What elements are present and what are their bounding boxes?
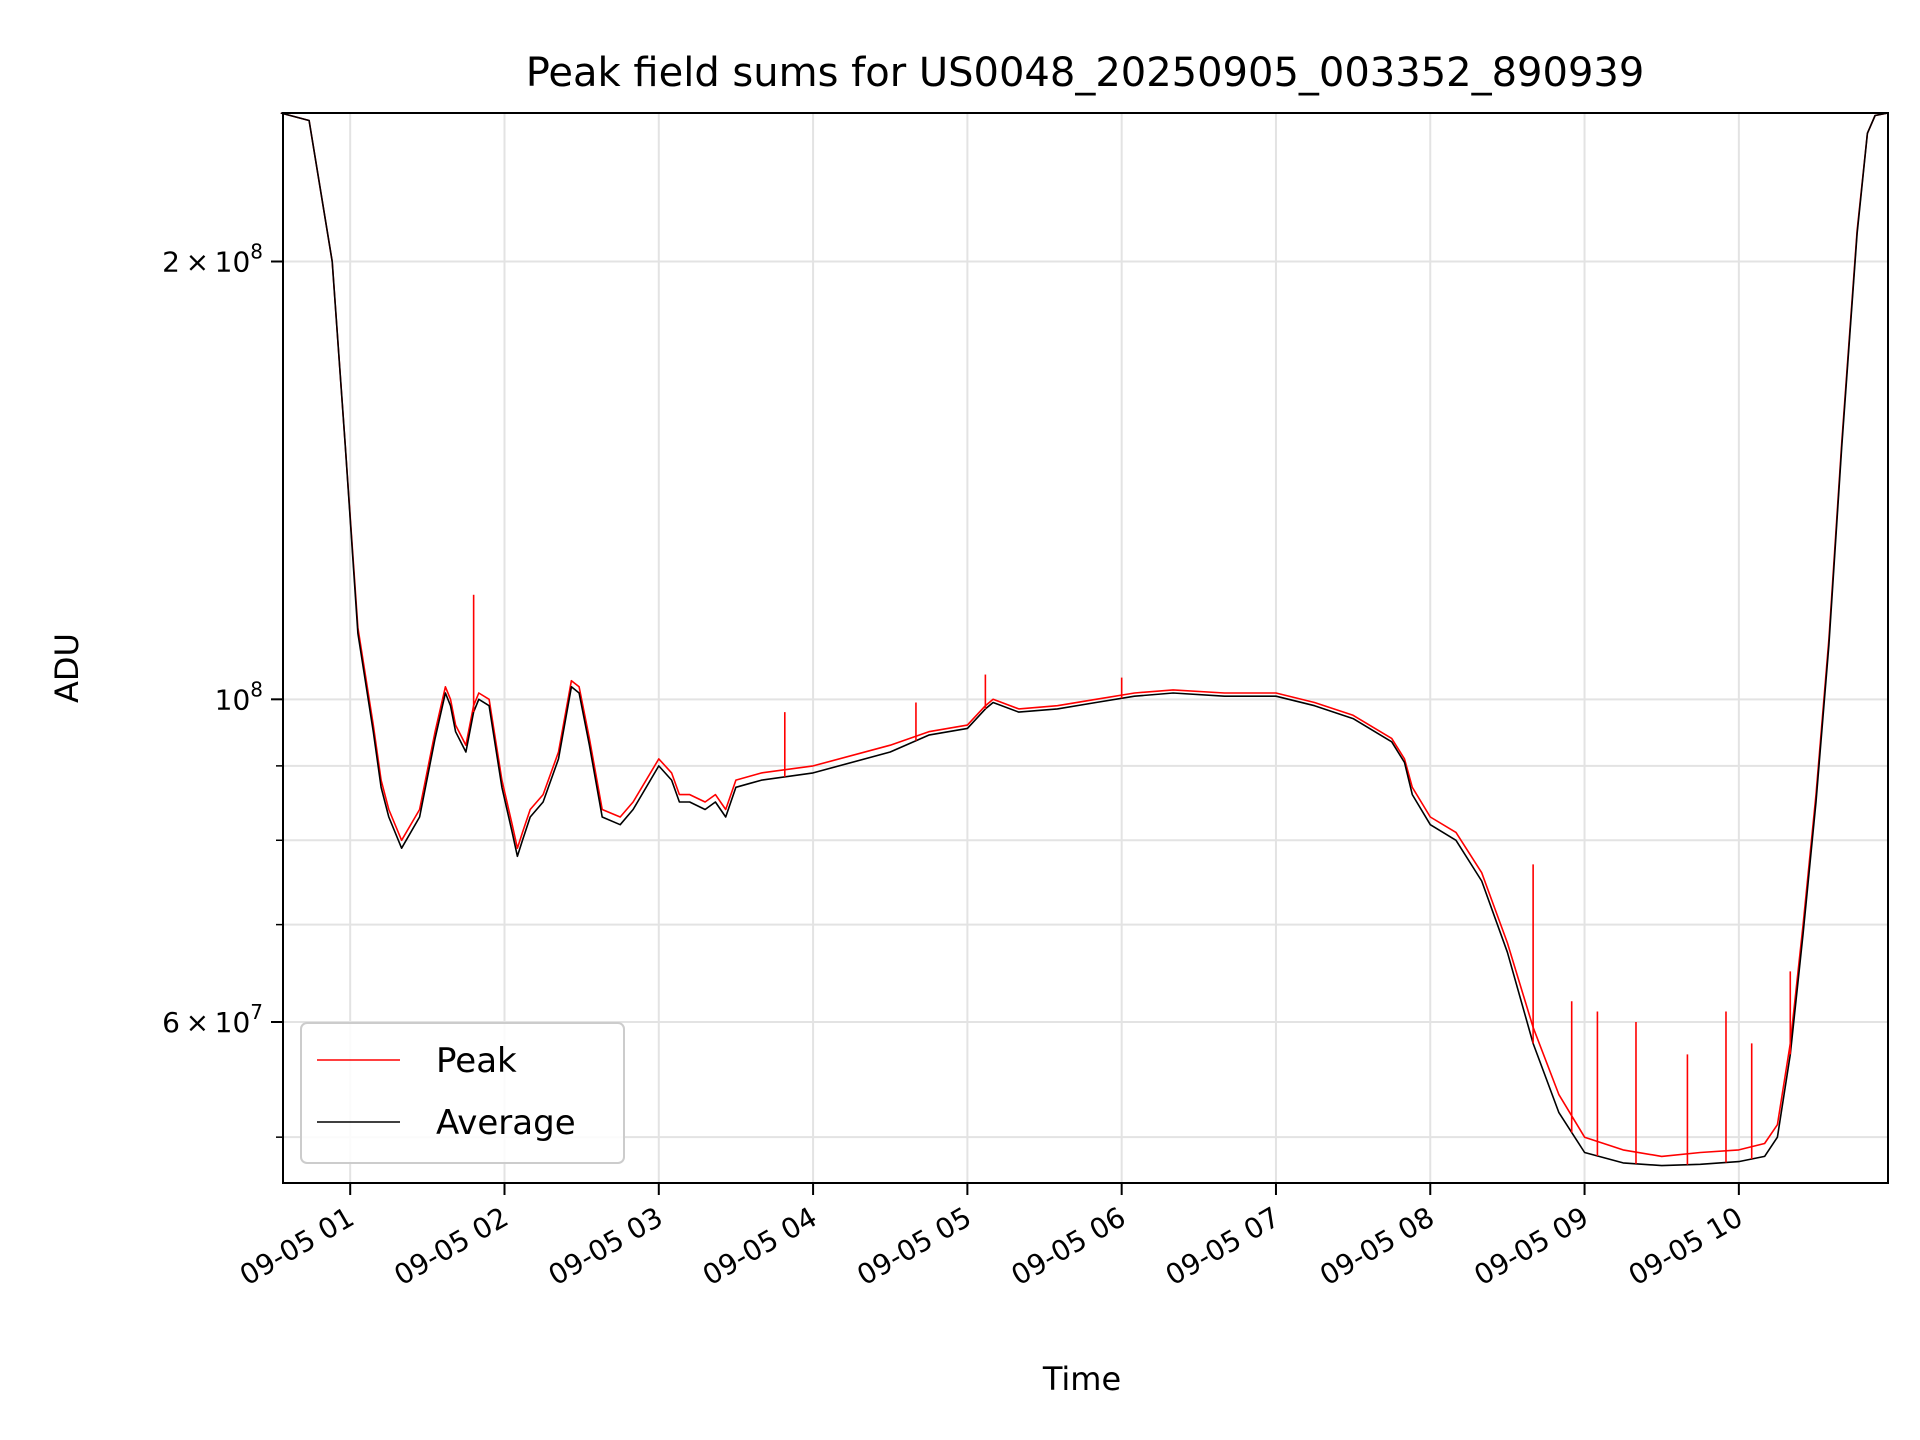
series-line-peak [280,112,1889,1158]
y-axis-label: ADU [48,633,86,703]
y-tick-exponent: 7 [250,1000,263,1024]
y-tick-base: 6 × 10 [162,1006,250,1039]
y-tick-exponent: 8 [250,239,263,263]
legend-label-peak: Peak [436,1041,517,1081]
grid-lines [283,113,1888,1183]
y-tick-label: 108 [215,677,263,716]
y-tick-label: 6 × 107 [162,1000,263,1039]
x-axis-label: Time [1042,1360,1121,1398]
axes-frame [282,112,1889,1184]
plot-area [280,112,1889,1167]
chart-title: Peak field sums for US0048_20250905_0033… [526,50,1645,96]
y-tick-base: 10 [215,683,251,716]
y-tick-label: 2 × 108 [162,239,263,278]
y-tick-base: 2 × 10 [162,245,250,278]
legend: Peak Average [300,1022,625,1164]
y-tick-exponent: 8 [250,677,263,701]
legend-box [300,1022,625,1164]
series-line-average [280,112,1889,1167]
legend-label-average: Average [436,1103,576,1143]
